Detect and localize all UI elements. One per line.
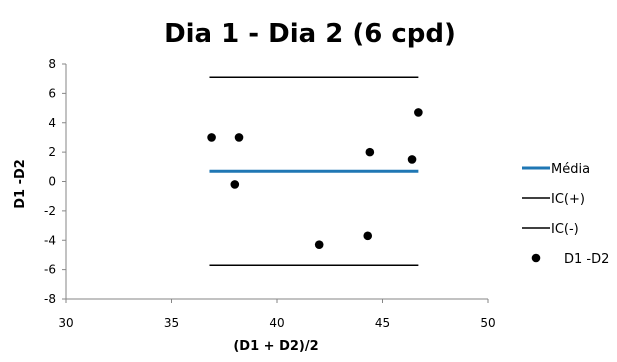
x-axis-label: (D1 + D2)/2 <box>233 339 318 354</box>
y-tick-label: 2 <box>48 145 56 159</box>
y-tick-label: 4 <box>48 116 56 130</box>
x-tick-label: 30 <box>58 316 73 330</box>
x-tick-label: 35 <box>164 316 179 330</box>
data-point <box>365 147 375 157</box>
data-point <box>363 231 373 241</box>
legend-point-marker <box>531 253 541 263</box>
y-tick-label: -4 <box>44 233 56 247</box>
y-tick-label: -2 <box>44 204 56 218</box>
y-tick-label: -6 <box>44 263 56 277</box>
data-point <box>314 240 324 249</box>
data-point <box>207 133 216 142</box>
y-tick-label: 0 <box>48 175 56 189</box>
x-tick-label: 40 <box>269 316 284 330</box>
y-tick-label: -8 <box>44 292 56 306</box>
legend-label: Média <box>551 162 590 177</box>
data-point <box>234 133 244 142</box>
y-tick-label: 8 <box>48 57 56 71</box>
data-point <box>230 180 240 189</box>
x-tick-label: 50 <box>480 316 495 330</box>
legend-label: IC(+) <box>551 192 585 207</box>
chart-title: Dia 1 - Dia 2 (6 cpd) <box>164 19 456 49</box>
y-tick-label: 6 <box>48 86 56 100</box>
data-point <box>407 155 417 164</box>
x-tick-label: 45 <box>375 316 390 330</box>
y-axis-label: D1 -D2 <box>13 159 28 209</box>
legend-label: D1 -D2 <box>564 252 609 267</box>
data-point <box>414 108 423 117</box>
legend-label: IC(-) <box>551 222 579 237</box>
